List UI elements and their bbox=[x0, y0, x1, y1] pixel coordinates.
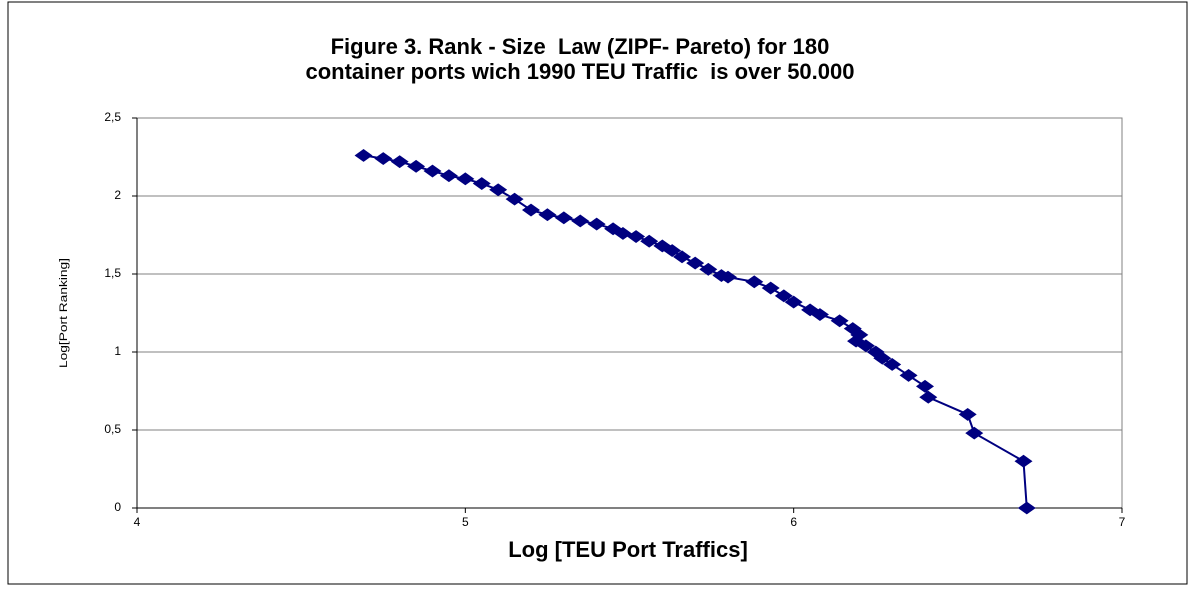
x-tick-label: 5 bbox=[462, 515, 469, 529]
point bbox=[423, 164, 442, 178]
point bbox=[673, 250, 692, 264]
point bbox=[354, 149, 373, 162]
point bbox=[873, 351, 892, 365]
y-tick-label: 0 bbox=[114, 500, 121, 514]
point bbox=[761, 281, 780, 295]
x-tick-label: 4 bbox=[134, 515, 141, 529]
point bbox=[604, 222, 623, 236]
point bbox=[1017, 501, 1036, 515]
point bbox=[390, 155, 409, 169]
point bbox=[439, 169, 458, 183]
y-tick-label: 2,5 bbox=[104, 110, 121, 124]
chart-title: Figure 3. Rank - Size Law (ZIPF- Pareto)… bbox=[331, 34, 830, 59]
y-tick-label: 1,5 bbox=[104, 266, 121, 280]
y-tick-label: 0,5 bbox=[104, 422, 121, 436]
x-tick-label: 7 bbox=[1119, 515, 1126, 529]
point bbox=[472, 177, 491, 190]
point bbox=[899, 368, 918, 382]
point bbox=[883, 358, 902, 371]
point bbox=[613, 227, 632, 240]
point bbox=[774, 289, 793, 303]
point bbox=[866, 345, 885, 359]
y-axis-label: Log[Port Ranking] bbox=[58, 258, 70, 368]
point bbox=[456, 172, 475, 186]
point bbox=[505, 192, 524, 206]
point bbox=[522, 203, 540, 217]
chart-title: container ports wich 1990 TEU Traffic is… bbox=[305, 59, 854, 84]
point bbox=[554, 211, 573, 225]
point bbox=[571, 214, 590, 228]
y-tick-label: 1 bbox=[114, 344, 121, 358]
point bbox=[1014, 454, 1033, 468]
point bbox=[830, 314, 849, 328]
y-tick-label: 2 bbox=[114, 188, 121, 202]
point bbox=[919, 390, 938, 404]
point bbox=[856, 339, 875, 353]
point bbox=[407, 159, 426, 173]
point bbox=[699, 262, 718, 276]
x-tick-label: 6 bbox=[790, 515, 797, 529]
point bbox=[745, 275, 764, 289]
point bbox=[663, 244, 682, 258]
point bbox=[719, 270, 737, 284]
point bbox=[784, 295, 803, 309]
point bbox=[374, 152, 393, 165]
point bbox=[686, 256, 705, 270]
point bbox=[965, 426, 984, 440]
point bbox=[958, 407, 977, 421]
point bbox=[640, 234, 659, 248]
point bbox=[587, 217, 606, 231]
point bbox=[916, 379, 934, 393]
plot-area bbox=[136, 117, 1123, 509]
point bbox=[810, 308, 829, 321]
x-axis-label: Log [TEU Port Traffics] bbox=[508, 537, 748, 562]
point bbox=[489, 183, 508, 197]
point bbox=[627, 230, 646, 243]
point bbox=[538, 208, 557, 222]
